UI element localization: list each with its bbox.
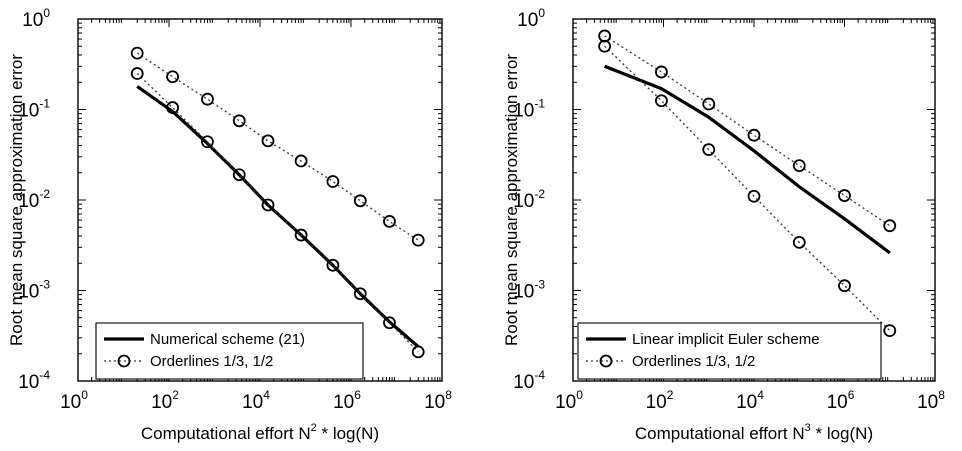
y-axis-label: Root mean square approximation error xyxy=(7,54,26,346)
orderline-point xyxy=(838,279,851,293)
legend-entry: Numerical scheme (21) xyxy=(150,331,305,348)
legend-entry: Orderlines 1/3, 1/2 xyxy=(150,353,273,370)
orderline-point xyxy=(702,97,716,111)
orderline-point xyxy=(792,159,806,172)
orderline-point xyxy=(655,65,668,79)
minor-ticks xyxy=(78,19,442,381)
legend-marker xyxy=(117,354,131,368)
orderline-point xyxy=(232,168,246,182)
orderline-point xyxy=(838,189,851,202)
orderline-point xyxy=(166,70,180,84)
series-line-main xyxy=(604,64,891,255)
orderline-point xyxy=(294,228,308,242)
legend: Numerical scheme (21) Orderlines 1/3, 1/2 xyxy=(95,322,364,380)
orderline-point xyxy=(261,134,275,148)
orderline-point xyxy=(166,101,180,114)
orderline-point xyxy=(383,215,396,228)
orderline-point xyxy=(883,219,897,233)
orderline-point xyxy=(411,233,425,247)
orderline-point xyxy=(130,67,144,80)
x-tick-label: 104 xyxy=(736,388,764,413)
orderline-point xyxy=(294,154,308,168)
y-tick-label: 10-2 xyxy=(513,187,545,212)
orderline-point xyxy=(655,94,668,108)
orderline-point xyxy=(383,316,396,330)
x-tick-label: 102 xyxy=(151,388,179,413)
orderline-point xyxy=(702,143,716,157)
x-tick-label: 104 xyxy=(242,388,270,413)
orderline-1 xyxy=(136,52,419,241)
x-tick-label: 108 xyxy=(917,388,945,413)
orderline-point xyxy=(747,189,761,203)
y-tick-label: 10-1 xyxy=(18,97,50,122)
orderline-point xyxy=(201,92,214,106)
orderline-point xyxy=(201,135,214,149)
legend: Linear implicit Euler scheme Orderlines 1… xyxy=(577,322,882,380)
y-tick-label: 10-3 xyxy=(513,278,545,303)
x-tick-label: 100 xyxy=(60,388,88,413)
y-axis-label: Root mean square approximation error xyxy=(502,54,521,346)
orderline-point xyxy=(326,258,340,272)
orderline-point xyxy=(130,46,144,60)
orderline-point xyxy=(232,114,246,128)
orderline-2 xyxy=(604,45,891,332)
x-tick-label: 108 xyxy=(424,388,452,413)
orderline-point xyxy=(326,175,340,188)
left-panel: 100 102 104 106 108 10-4 10-3 10-2 10-1 100 Comput… xyxy=(7,6,452,443)
x-tick-label: 100 xyxy=(555,388,583,413)
y-tick-label: 100 xyxy=(517,6,545,31)
x-tick-label: 106 xyxy=(333,388,361,413)
orderline-point xyxy=(261,198,275,212)
y-tick-label: 10-1 xyxy=(513,97,545,122)
x-axis-label: Computational effort N2 * log(N) xyxy=(141,422,379,443)
orderline-point xyxy=(353,287,367,301)
orderline-1 xyxy=(604,35,891,227)
legend-entry: Linear implicit Euler scheme xyxy=(632,331,820,348)
legend-entry: Orderlines 1/3, 1/2 xyxy=(632,353,755,370)
x-tick-label: 102 xyxy=(646,388,674,413)
x-tick-label: 106 xyxy=(827,388,855,413)
y-tick-label: 10-4 xyxy=(513,368,545,393)
series-line-main xyxy=(136,85,420,348)
orderline-point xyxy=(598,39,612,53)
y-tick-label: 10-2 xyxy=(18,187,50,212)
legend-marker xyxy=(599,354,613,368)
y-tick-label: 10-3 xyxy=(18,278,50,303)
orderline-point xyxy=(353,194,367,208)
orderline-point xyxy=(792,236,806,249)
right-panel: 100 102 104 106 108 10-4 10-3 10-2 10-1 100 Comput… xyxy=(502,6,945,443)
orderline-point xyxy=(411,345,425,359)
orderline-point xyxy=(883,324,897,338)
orderline-point xyxy=(747,128,761,142)
y-tick-label: 10-4 xyxy=(18,368,50,393)
x-axis-label: Computational effort N3 * log(N) xyxy=(635,422,873,443)
y-tick-label: 100 xyxy=(22,6,50,31)
